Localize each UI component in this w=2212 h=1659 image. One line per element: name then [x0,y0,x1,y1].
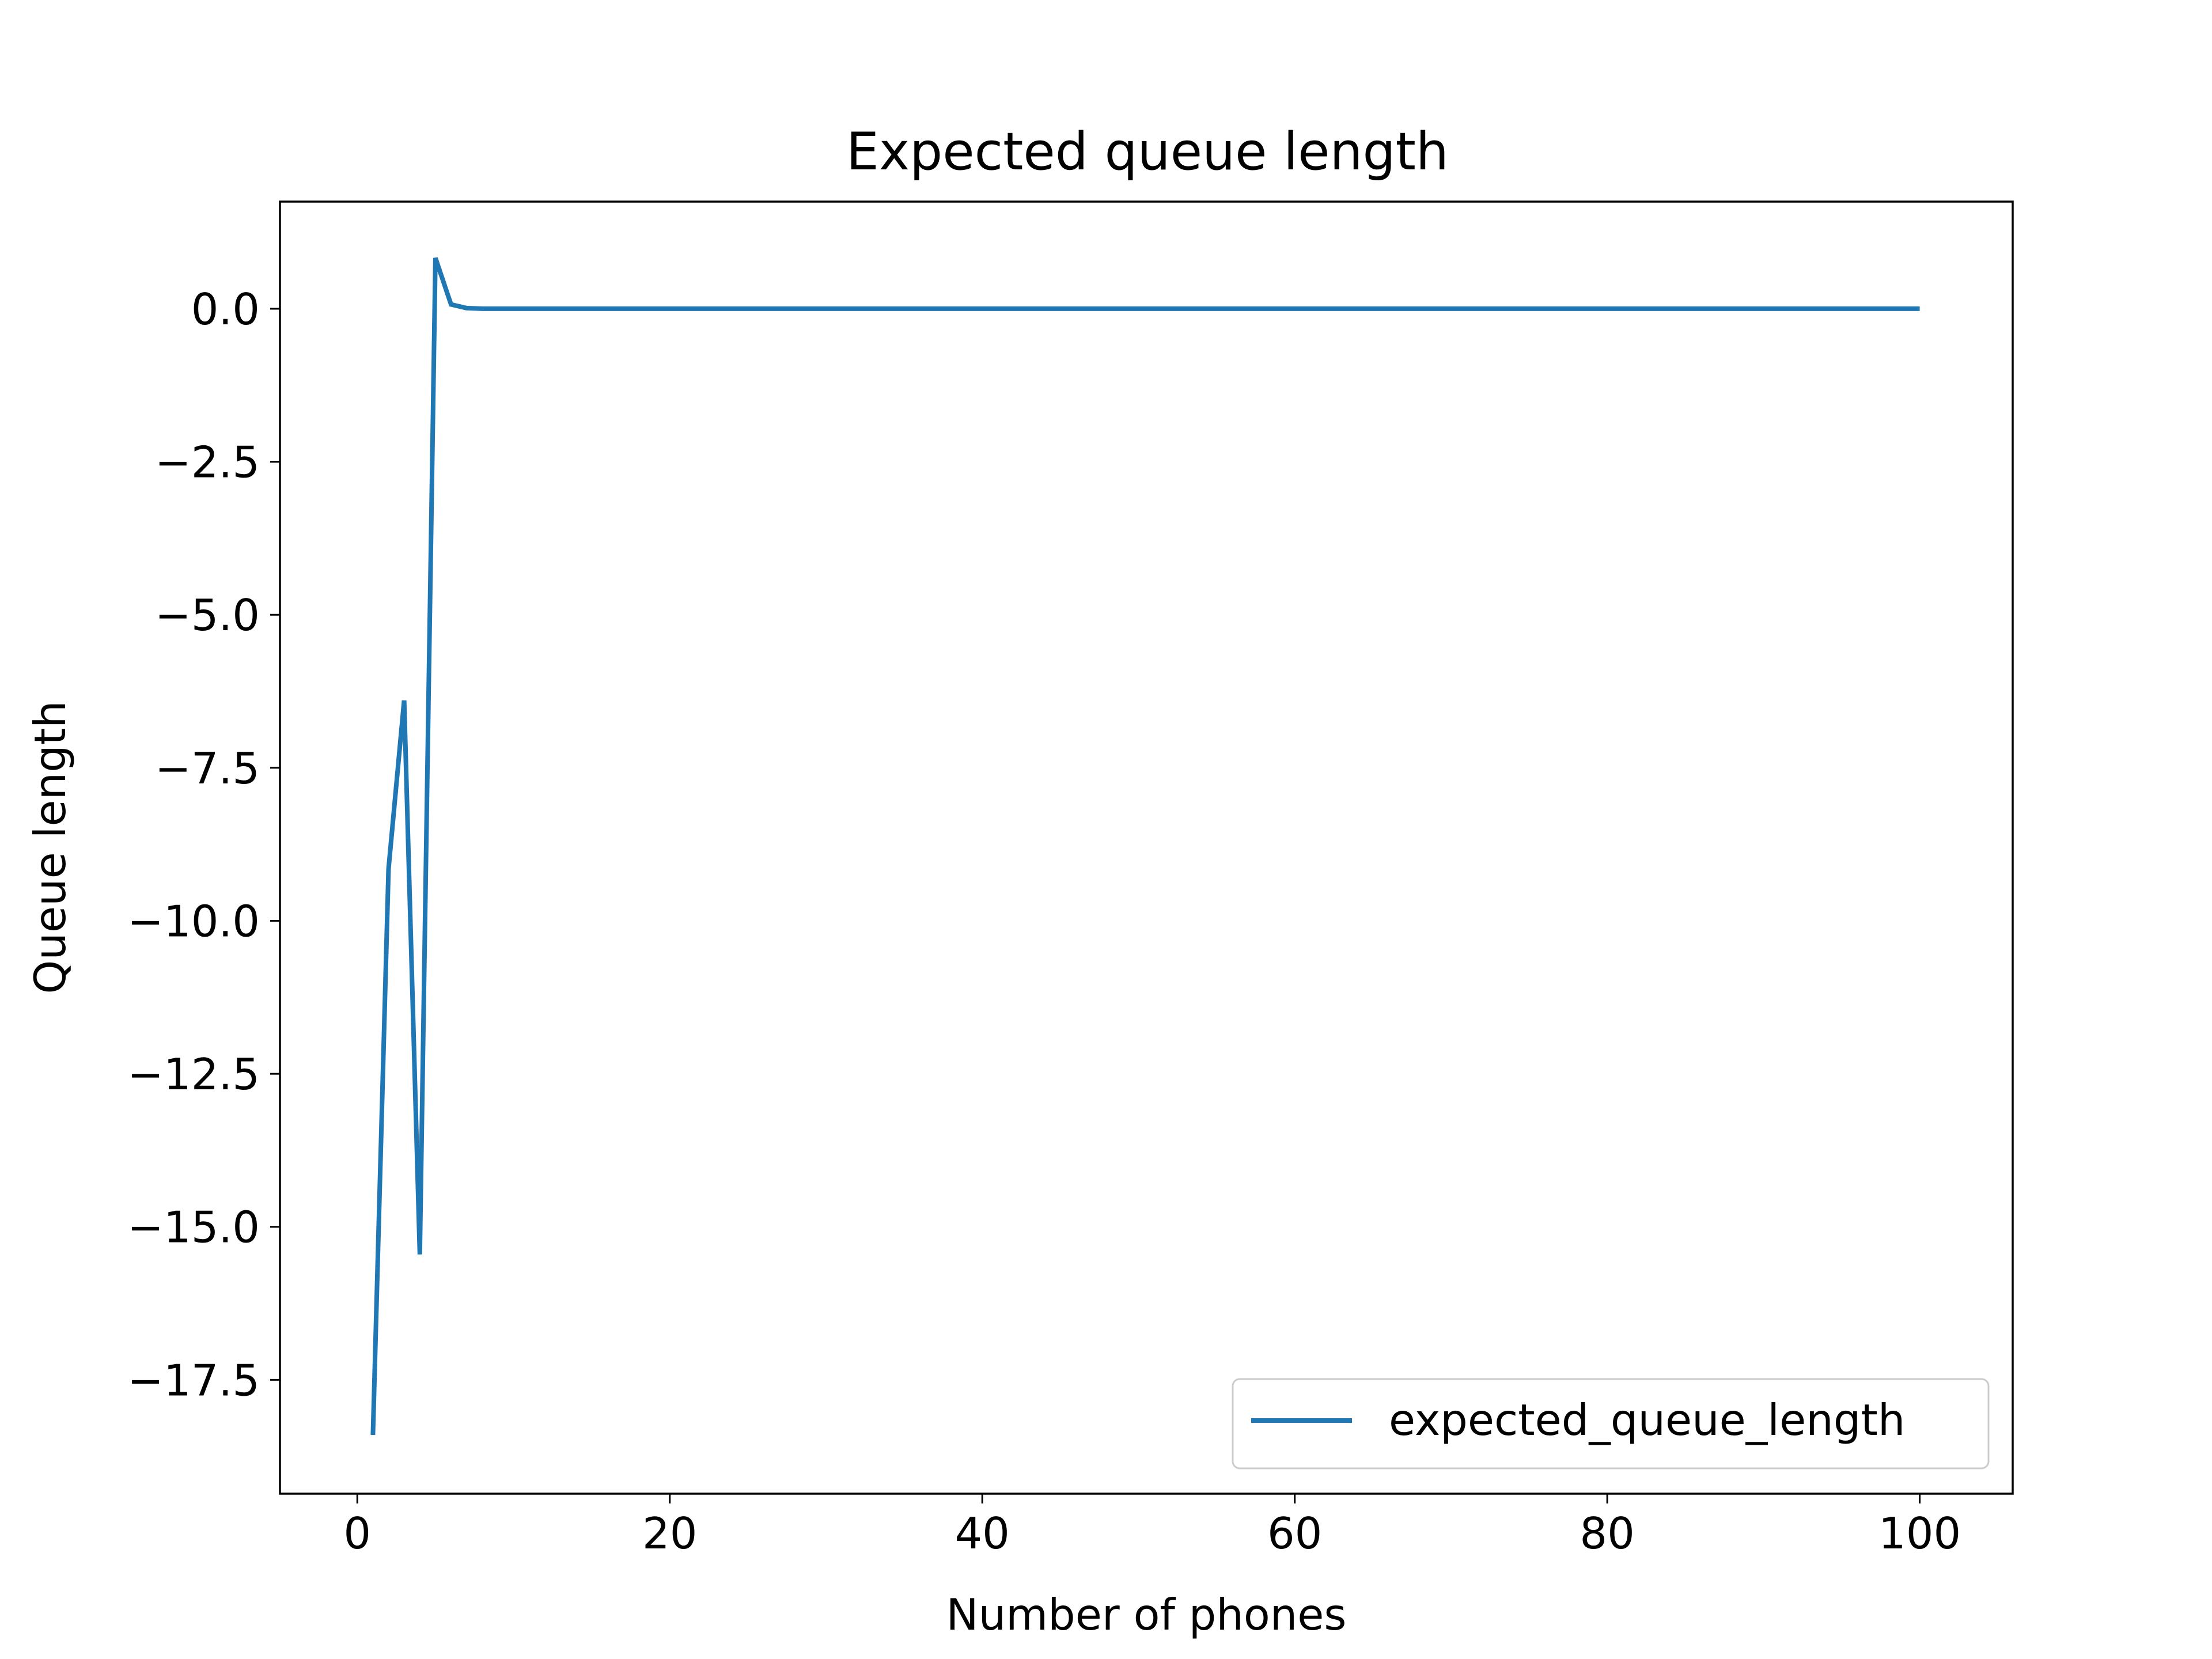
series-line-expected-queue-length [370,257,1920,1435]
y-tick-label: −17.5 [127,1355,260,1406]
legend: expected_queue_length [1232,1378,1990,1469]
y-tick-label: −12.5 [127,1049,260,1100]
x-tick-label: 20 [642,1508,697,1559]
y-tick-label: −5.0 [155,590,260,641]
y-tick-label: −2.5 [155,437,260,488]
x-tick-label: 80 [1580,1508,1634,1559]
legend-box [1232,1378,1990,1469]
chart-title: Expected queue length [846,122,1449,182]
legend-label: expected_queue_length [1389,1395,1905,1445]
y-tick-label: −10.0 [127,896,260,946]
y-tick-label: −15.0 [127,1202,260,1253]
plot-background [280,202,2013,1494]
x-tick-label: 0 [343,1508,371,1559]
x-tick-label: 40 [955,1508,1009,1559]
plot-area [280,202,2013,1494]
series-layer [370,257,1920,1435]
x-axis-label: Number of phones [946,1589,1346,1640]
x-tick-label: 100 [1878,1508,1961,1559]
y-tick-label: −7.5 [155,743,260,794]
y-axis-label: Queue length [25,700,75,994]
x-tick-label: 60 [1267,1508,1322,1559]
y-tick-label: 0.0 [191,284,260,335]
plot-frame [279,200,2014,1495]
y-axis: 0.0 −2.5 −5.0 −7.5 −10.0 −12.5 −15.0 −17.5 [127,284,280,1406]
x-axis: 0 20 40 60 80 100 [343,1494,1961,1559]
